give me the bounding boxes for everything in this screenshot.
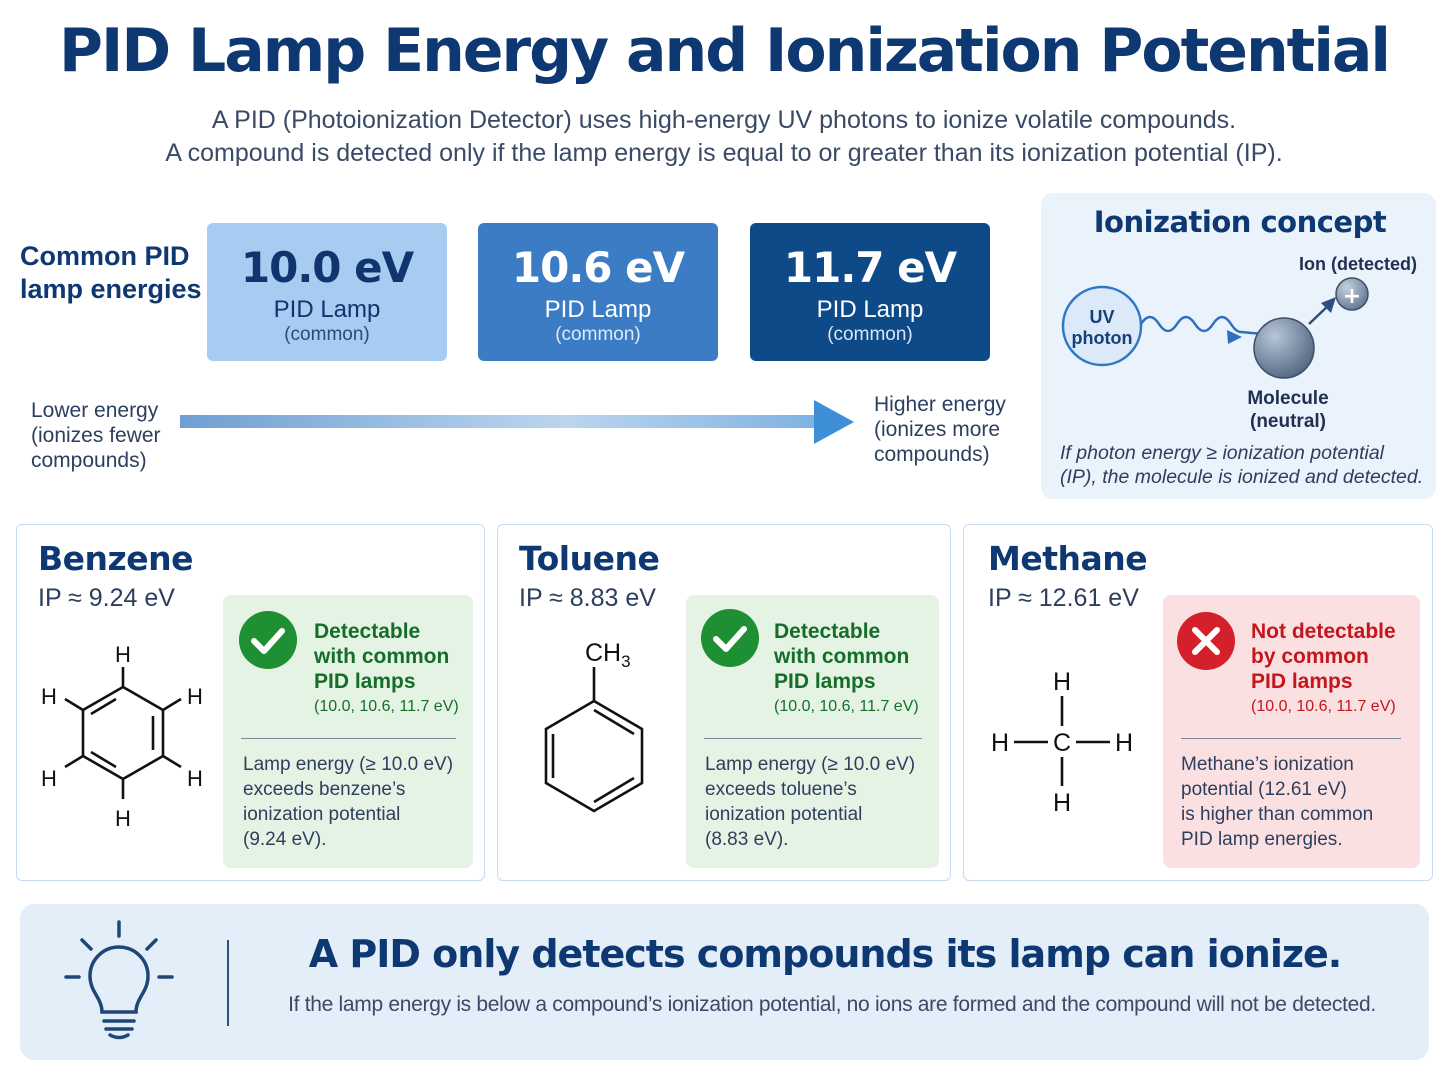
lamp-list: (10.0, 10.6, 11.7 eV)	[314, 698, 459, 715]
lamp-label: PID Lamp	[816, 296, 924, 323]
lamp-card-11-7: 11.7 eV PID Lamp (common)	[750, 223, 990, 361]
status-box-detectable: Detectable with common PID lamps (10.0, …	[223, 595, 473, 868]
subtitle-line-2: A compound is detected only if the lamp …	[165, 139, 1283, 167]
takeaway-body: If the lamp energy is below a compound’s…	[288, 993, 1376, 1016]
lamp-list: (10.0, 10.6, 11.7 eV)	[1251, 698, 1396, 715]
divider	[241, 738, 456, 739]
takeaway-banner: A PID only detects compounds its lamp ca…	[20, 904, 1429, 1060]
svg-text:H: H	[41, 684, 57, 709]
status-explanation: Lamp energy (≥ 10.0 eV) exceeds benzene’…	[243, 754, 454, 850]
photon-label-line-1: UV	[1089, 307, 1114, 327]
lamp-note: (common)	[827, 324, 913, 345]
lamp-label: PID Lamp	[273, 296, 381, 323]
lightbulb-icon	[64, 920, 174, 1040]
svg-text:H: H	[41, 766, 57, 791]
lamp-label: PID Lamp	[544, 296, 652, 323]
checkmark-icon	[239, 611, 297, 669]
ionization-potential: IP ≈ 9.24 eV	[38, 584, 175, 612]
lamp-energies-heading: Common PID lamp energies	[20, 241, 202, 304]
uv-photon-icon	[1061, 285, 1143, 367]
status-headline: Detectable with common PID lamps	[774, 620, 910, 693]
photon-wave-icon	[1139, 315, 1264, 336]
ion-plus-symbol: +	[1343, 284, 1361, 309]
methane-card: Methane IP ≈ 12.61 eV H C H H H Not dete…	[963, 524, 1433, 881]
lamp-energy: 10.6 eV	[511, 243, 685, 292]
svg-text:H: H	[991, 729, 1009, 757]
svg-text:H: H	[1053, 668, 1071, 696]
status-headline: Not detectable by common PID lamps	[1251, 620, 1396, 693]
status-box-detectable: Detectable with common PID lamps (10.0, …	[686, 595, 939, 868]
higher-energy-note: Higher energy (ionizes more compounds)	[874, 393, 1006, 466]
molecule-label-line-1: Molecule	[1247, 388, 1328, 409]
methyl-group-label: CH3	[585, 639, 631, 671]
status-explanation: Methane’s ionization potential (12.61 eV…	[1181, 754, 1374, 850]
cross-icon	[1177, 612, 1235, 670]
lamp-card-10-6: 10.6 eV PID Lamp (common)	[478, 223, 718, 361]
benzene-structure-icon: H H H H H H	[41, 642, 203, 831]
takeaway-headline: A PID only detects compounds its lamp ca…	[308, 932, 1342, 976]
status-headline: Detectable with common PID lamps	[314, 620, 450, 693]
divider	[704, 738, 922, 739]
lamp-card-10-0: 10.0 eV PID Lamp (common)	[207, 223, 447, 361]
lamp-energy: 10.0 eV	[240, 243, 414, 292]
svg-text:H: H	[187, 684, 203, 709]
concept-caption-line-2: (IP), the molecule is ionized and detect…	[1060, 466, 1423, 488]
lamp-note: (common)	[555, 324, 641, 345]
arrow-head-icon	[1227, 330, 1242, 344]
subtitle-line-1: A PID (Photoionization Detector) uses hi…	[211, 106, 1237, 134]
svg-text:H: H	[115, 642, 131, 667]
lamp-list: (10.0, 10.6, 11.7 eV)	[774, 698, 919, 715]
svg-text:H: H	[1053, 789, 1071, 817]
svg-text:H: H	[187, 766, 203, 791]
lamp-note: (common)	[284, 324, 370, 345]
benzene-card: Benzene IP ≈ 9.24 eV H H H H H H	[16, 524, 485, 881]
ion-icon	[1335, 277, 1369, 311]
methane-structure-icon: H C H H H	[991, 668, 1133, 817]
molecule-label-line-2: (neutral)	[1250, 411, 1326, 432]
page-title: PID Lamp Energy and Ionization Potential	[59, 16, 1391, 86]
status-explanation: Lamp energy (≥ 10.0 eV) exceeds toluene’…	[705, 754, 916, 850]
compound-name: Methane	[988, 539, 1148, 578]
photon-label-line-2: photon	[1072, 328, 1133, 348]
divider	[1181, 738, 1401, 739]
banner-divider	[227, 940, 229, 1026]
ionization-potential: IP ≈ 12.61 eV	[988, 584, 1139, 612]
status-box-not-detectable: Not detectable by common PID lamps (10.0…	[1163, 595, 1420, 868]
checkmark-icon	[701, 609, 759, 667]
ionization-concept-diagram: Ionization concept UV photon + Ion (dete…	[1060, 205, 1423, 488]
molecule-icon	[1253, 317, 1315, 379]
lower-energy-note: Lower energy (ionizes fewer compounds)	[31, 399, 161, 472]
compound-name: Toluene	[519, 539, 660, 578]
ion-label: Ion (detected)	[1299, 254, 1417, 274]
svg-text:H: H	[115, 806, 131, 831]
svg-text:H: H	[1115, 729, 1133, 757]
toluene-card: Toluene IP ≈ 8.83 eV CH3 Detectable with…	[497, 524, 951, 881]
ionization-potential: IP ≈ 8.83 eV	[519, 584, 656, 612]
toluene-structure-icon: CH3	[544, 639, 644, 813]
concept-title: Ionization concept	[1094, 205, 1387, 239]
compound-name: Benzene	[38, 539, 194, 578]
svg-text:C: C	[1053, 729, 1071, 757]
energy-gradient-arrow	[180, 400, 854, 444]
concept-caption-line-1: If photon energy ≥ ionization potential	[1060, 442, 1385, 464]
lamp-energy: 11.7 eV	[783, 243, 957, 292]
